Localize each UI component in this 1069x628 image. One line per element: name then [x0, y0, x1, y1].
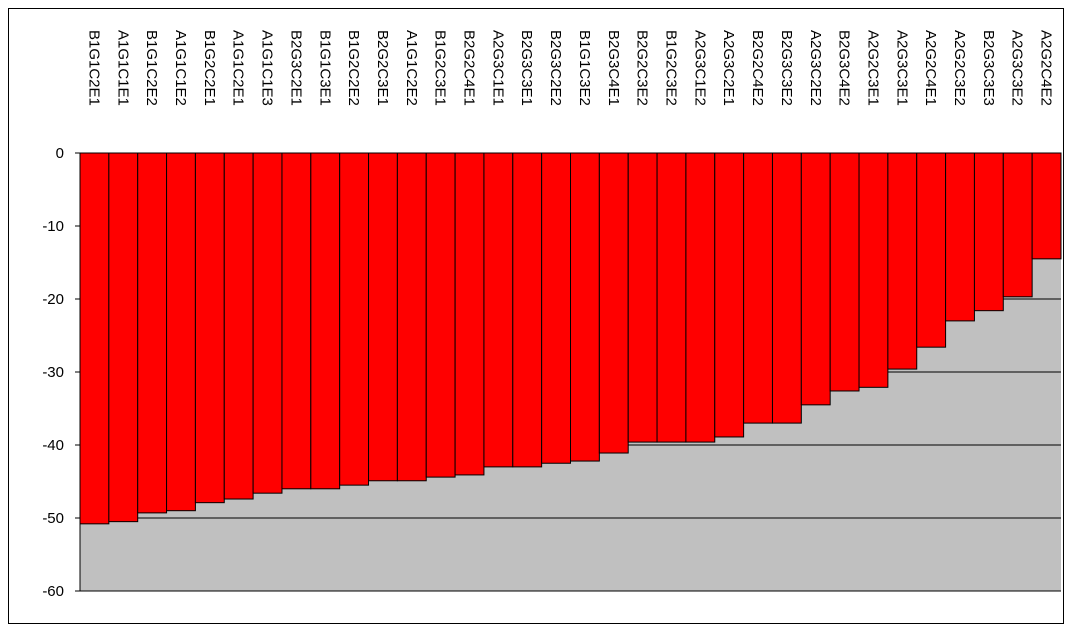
- x-tick-label: A2G2C4E2: [1038, 30, 1055, 106]
- x-tick-label: A2G3C2E2: [807, 30, 824, 106]
- bar: [771, 152, 802, 424]
- bar: [310, 152, 341, 490]
- bar: [800, 152, 831, 406]
- x-tick-label: A1G1C1E2: [172, 30, 189, 106]
- bar: [973, 152, 1004, 312]
- x-tick-label: A2G2C4E1: [922, 30, 939, 106]
- x-tick-label: B2G2C4E1: [461, 30, 478, 106]
- bar: [368, 152, 398, 482]
- bar: [483, 152, 514, 468]
- x-tick-label: B1G2C2E2: [345, 30, 362, 106]
- bar: [194, 152, 225, 504]
- y-tick-label: -40: [42, 437, 64, 454]
- x-tick-label: B2G3C3E3: [980, 30, 997, 106]
- x-tick-label: B1G2C2E1: [201, 30, 218, 106]
- bar: [887, 152, 918, 370]
- bar: [512, 152, 543, 468]
- bar: [137, 152, 168, 514]
- x-tick-label: B1G2C3E2: [662, 30, 679, 106]
- bar: [598, 152, 629, 454]
- bar: [396, 152, 427, 482]
- bar: [714, 152, 745, 438]
- bar: [743, 152, 773, 424]
- x-tick-label: B2G3C3E1: [518, 30, 535, 106]
- y-tick-label: -10: [42, 218, 64, 235]
- x-tick-label: A2G2C3E2: [951, 30, 968, 106]
- bar: [916, 152, 947, 348]
- y-tick-label: -60: [42, 583, 64, 600]
- x-tick-label: B1G1C2E2: [143, 30, 160, 106]
- bar: [166, 152, 196, 512]
- bar: [1031, 152, 1062, 260]
- bar: [945, 152, 975, 322]
- x-tick-label: B2G2C3E1: [374, 30, 391, 106]
- x-tick-label: A1G1C1E1: [114, 30, 131, 106]
- y-tick-label: -20: [42, 291, 64, 308]
- bar: [454, 152, 485, 476]
- y-tick-label: -50: [42, 510, 64, 527]
- x-tick-label: B1G1C2E1: [85, 30, 102, 106]
- bar: [108, 152, 139, 523]
- x-tick-label: A2G3C3E2: [1009, 30, 1026, 106]
- bar: [425, 152, 456, 478]
- x-tick-label: A1G1C2E2: [403, 30, 420, 106]
- x-tick-label: B2G2C4E2: [749, 30, 766, 106]
- bar: [79, 152, 110, 525]
- x-tick-label: B1G1C3E2: [576, 30, 593, 106]
- bar: [223, 152, 254, 500]
- y-tick-label: 0: [56, 145, 64, 162]
- x-tick-label: B1G1C3E1: [316, 30, 333, 106]
- x-tick-label: A1G1C2E1: [230, 30, 247, 106]
- bar: [252, 152, 283, 494]
- x-tick-label: B2G2C3E2: [634, 30, 651, 106]
- x-tick-label: B2G3C2E1: [287, 30, 304, 106]
- bar: [627, 152, 658, 443]
- x-tick-label: A2G3C1E2: [691, 30, 708, 106]
- bar: [339, 152, 370, 486]
- x-tick-label: A2G3C3E1: [893, 30, 910, 106]
- x-tick-label: A2G2C3E1: [864, 30, 881, 106]
- x-tick-label: A1G1C1E3: [259, 30, 276, 106]
- x-tick-label: A2G3C2E1: [720, 30, 737, 106]
- bar: [1002, 152, 1033, 298]
- x-tick-label: B2G3C4E2: [836, 30, 853, 106]
- x-tick-label: B1G2C3E1: [432, 30, 449, 106]
- bar: [858, 152, 889, 388]
- bar: [685, 152, 716, 443]
- x-tick-label: A2G3C1E1: [489, 30, 506, 106]
- x-tick-label: B2G3C4E1: [605, 30, 622, 106]
- bar: [541, 152, 571, 464]
- x-tick-label: B2G3C3E2: [778, 30, 795, 106]
- bar: [656, 152, 687, 443]
- bar: [281, 152, 312, 490]
- y-tick-label: -30: [42, 364, 64, 381]
- bar: [570, 152, 600, 462]
- x-tick-label: B2G3C2E2: [547, 30, 564, 106]
- bar: [829, 152, 860, 392]
